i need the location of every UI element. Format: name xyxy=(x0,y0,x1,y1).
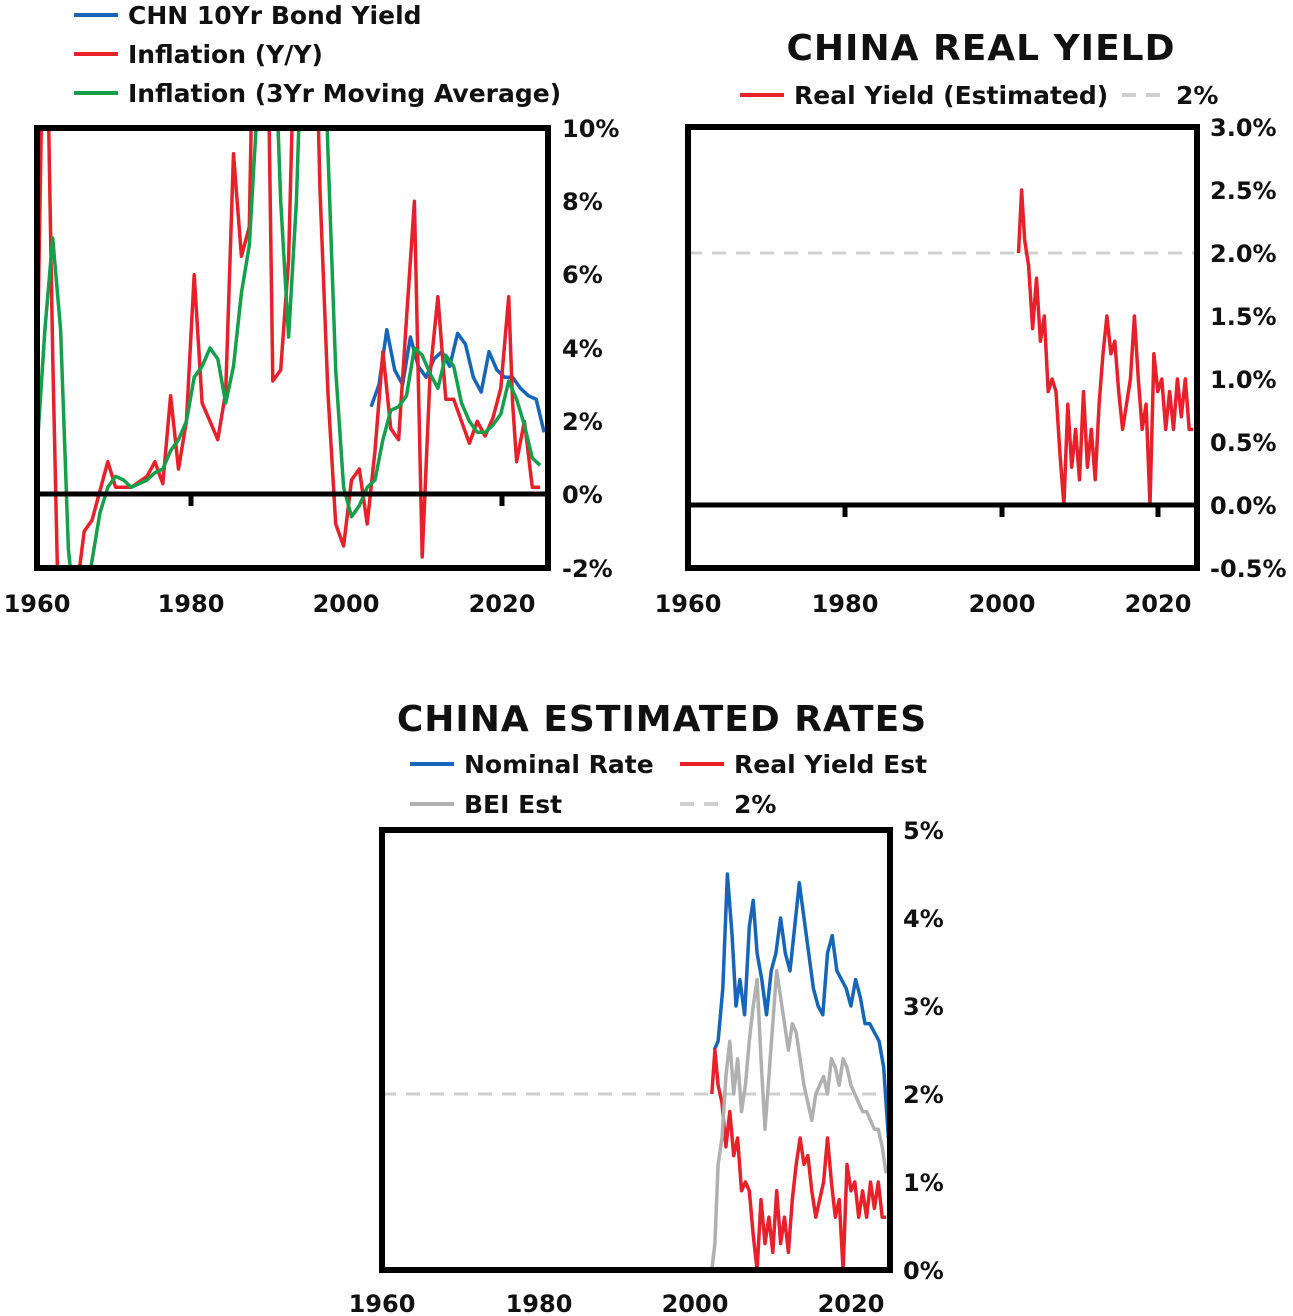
x-tick-label: 2020 xyxy=(469,590,536,618)
y-tick-label: 0.5% xyxy=(1210,429,1277,457)
y-tick-label: -0.5% xyxy=(1210,555,1287,583)
y-tick-label: 0% xyxy=(562,481,603,509)
y-tick-label: 0.0% xyxy=(1210,492,1277,520)
y-tick-label: 10% xyxy=(562,115,619,143)
legend-label-real-yield: Real Yield (Estimated) xyxy=(794,81,1108,110)
y-tick-label: 4% xyxy=(562,335,603,363)
x-tick-label: 1980 xyxy=(506,1290,573,1316)
x-axis-labels: 1960 1980 2000 2020 xyxy=(349,1290,885,1316)
y-tick-label: 1.5% xyxy=(1210,303,1277,331)
plot-frame xyxy=(685,124,1200,571)
y-tick-label: 2% xyxy=(562,408,603,436)
legend-label-2pct: 2% xyxy=(734,790,776,819)
plot-area xyxy=(37,128,546,568)
y-tick-label: 3.0% xyxy=(1210,114,1277,142)
x-tick-label: 1980 xyxy=(158,590,225,618)
x-tick-label: 2020 xyxy=(1125,590,1192,618)
series-line-nominal-rate xyxy=(712,872,890,1139)
y-axis-labels: 5% 4% 3% 2% 1% 0% xyxy=(903,817,944,1285)
x-tick-label: 1960 xyxy=(4,590,71,618)
series-line-chn-10yr-bond-yield xyxy=(369,327,546,433)
legend-label-bond-yield: CHN 10Yr Bond Yield xyxy=(128,1,422,30)
plot-area xyxy=(688,188,1197,507)
x-tick-label: 1980 xyxy=(812,590,879,618)
y-axis-labels: 10% 8% 6% 4% 2% 0% -2% xyxy=(562,115,619,583)
x-tick-label: 1960 xyxy=(349,1290,416,1316)
series-line-bei-est xyxy=(710,969,888,1270)
y-tick-label: 0% xyxy=(903,1257,944,1285)
plot-frame xyxy=(34,125,551,571)
y-tick-label: 5% xyxy=(903,817,944,845)
chart-china-real-yield: CHINA REAL YIELD Real Yield (Estimated) … xyxy=(655,28,1287,618)
series-line-real-yield-est xyxy=(710,1048,887,1270)
chart-title: CHINA ESTIMATED RATES xyxy=(397,699,927,740)
chart-inflation-bond-yield: CHN 10Yr Bond Yield Inflation (Y/Y) Infl… xyxy=(4,1,620,618)
x-tick-label: 2000 xyxy=(313,590,380,618)
y-tick-label: 6% xyxy=(562,261,603,289)
legend: Nominal Rate Real Yield Est BEI Est 2% xyxy=(410,750,927,819)
x-axis-labels: 1960 1980 2000 2020 xyxy=(655,590,1192,618)
plot-area xyxy=(382,872,890,1270)
y-tick-label: 3% xyxy=(903,993,944,1021)
y-tick-label: 8% xyxy=(562,188,603,216)
x-axis-labels: 1960 1980 2000 2020 xyxy=(4,590,536,618)
legend: Real Yield (Estimated) 2% xyxy=(740,81,1218,110)
chart-china-estimated-rates: CHINA ESTIMATED RATES Nominal Rate Real … xyxy=(349,699,944,1316)
legend-label-2pct: 2% xyxy=(1176,81,1218,110)
y-tick-label: 4% xyxy=(903,905,944,933)
plot-frame xyxy=(379,827,893,1273)
legend: CHN 10Yr Bond Yield Inflation (Y/Y) Infl… xyxy=(74,1,561,108)
y-tick-label: -2% xyxy=(562,555,613,583)
series-line-real-yield-estimated xyxy=(1016,188,1194,507)
chart-title: CHINA REAL YIELD xyxy=(787,28,1176,69)
legend-label-nominal: Nominal Rate xyxy=(464,750,654,779)
series-line-inflation-3yr-moving-average xyxy=(37,128,542,568)
y-tick-label: 2.5% xyxy=(1210,177,1277,205)
legend-label-bei: BEI Est xyxy=(464,790,562,819)
x-tick-label: 2000 xyxy=(969,590,1036,618)
legend-label-real-yield: Real Yield Est xyxy=(734,750,927,779)
y-tick-label: 1% xyxy=(903,1169,944,1197)
y-tick-label: 2% xyxy=(903,1081,944,1109)
series-line-inflation-y-y xyxy=(37,128,541,568)
x-tick-label: 1960 xyxy=(655,590,722,618)
x-tick-label: 2000 xyxy=(662,1290,729,1316)
x-tick-label: 2020 xyxy=(818,1290,885,1316)
y-tick-label: 2.0% xyxy=(1210,240,1277,268)
legend-label-inflation-3yr: Inflation (3Yr Moving Average) xyxy=(128,79,561,108)
y-axis-labels: 3.0% 2.5% 2.0% 1.5% 1.0% 0.5% 0.0% -0.5% xyxy=(1210,114,1287,583)
legend-label-inflation: Inflation (Y/Y) xyxy=(128,40,323,69)
y-tick-label: 1.0% xyxy=(1210,366,1277,394)
